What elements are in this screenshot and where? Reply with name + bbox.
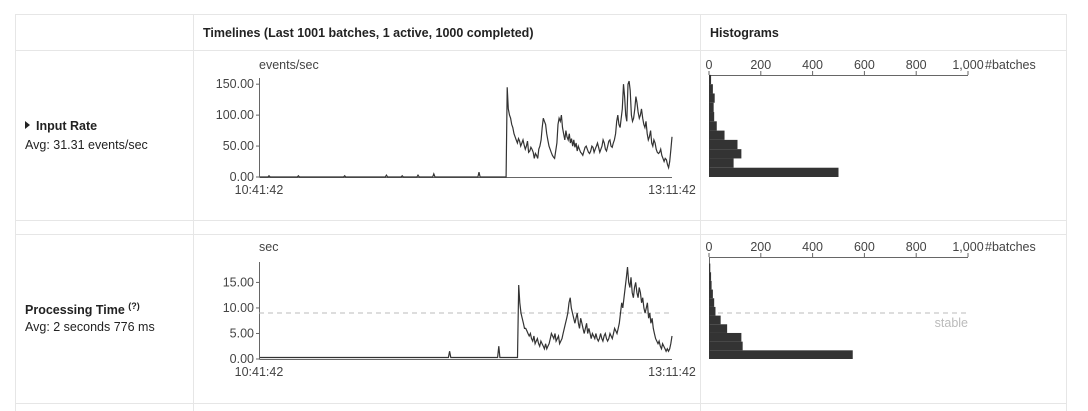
histogram-bar: [709, 332, 742, 342]
y-tick-label: 10.00: [223, 301, 254, 315]
timeline-unit-label: sec: [259, 240, 278, 254]
x-tick-label: 10:41:42: [235, 183, 284, 197]
histogram-tick-label: 400: [802, 58, 823, 72]
processing-time-title: Processing Time: [25, 303, 125, 318]
histogram-bar: [709, 112, 715, 122]
histogram-unit-label: #batches: [985, 58, 1036, 72]
histogram-tick-label: 800: [906, 240, 927, 254]
input-rate-histogram: 0 200 400 600 800 1,000 #batches: [706, 58, 1036, 177]
histogram-bar: [709, 306, 716, 316]
histogram-bar: [709, 149, 742, 159]
y-tick-label: 100.00: [216, 108, 254, 122]
histogram-tick-label: 0: [706, 58, 713, 72]
histograms-header: Histograms: [710, 26, 779, 40]
row-divider: [16, 234, 1066, 235]
column-divider: [700, 15, 701, 411]
input-rate-title: Input Rate: [36, 119, 98, 133]
histogram-tick-label: 1,000: [952, 58, 983, 72]
histogram-tick-label: 600: [854, 240, 875, 254]
y-tick-label: 5.00: [230, 326, 254, 340]
timeline-unit-label: events/sec: [259, 58, 319, 72]
histogram-tick-label: 1,000: [952, 240, 983, 254]
histogram-tick-label: 800: [906, 58, 927, 72]
timelines-header: Timelines (Last 1001 batches, 1 active, …: [203, 26, 534, 40]
histogram-bar: [709, 280, 712, 290]
expand-triangle-icon: [25, 121, 30, 129]
processing-time-help-link[interactable]: (?): [128, 301, 140, 311]
x-tick-label: 10:41:42: [235, 365, 284, 379]
histogram-bar: [709, 272, 712, 281]
histogram-bar: [709, 263, 711, 273]
histogram-bar: [709, 350, 853, 359]
histogram-bar: [709, 298, 715, 307]
histogram-bar: [709, 167, 839, 177]
histogram-bar: [709, 93, 715, 103]
histogram-bar: [709, 315, 721, 325]
y-tick-label: 0.00: [230, 170, 254, 184]
processing-time-timeline: sec 15.00 10.00 5.00 0.00 10:41:42 13:11:42: [223, 240, 696, 379]
histogram-bar: [709, 84, 713, 94]
row-divider: [16, 220, 1066, 221]
input-rate-series-line: [260, 80, 673, 178]
histogram-bar: [709, 139, 738, 150]
input-rate-avg: Avg: 31.31 events/sec: [25, 138, 148, 152]
histogram-tick-label: 200: [750, 58, 771, 72]
input-rate-timeline: events/sec 150.00 100.00 50.00 0.00 10:41:4…: [216, 58, 696, 197]
histogram-bar: [709, 289, 713, 299]
y-tick-label: 50.00: [223, 139, 254, 153]
input-rate-toggle[interactable]: Input Rate: [25, 119, 97, 133]
row-divider: [16, 50, 1066, 51]
histogram-tick-label: 0: [706, 240, 713, 254]
histogram-bar: [709, 74, 712, 85]
histogram-bar: [709, 102, 714, 113]
histogram-bar: [709, 121, 717, 131]
y-tick-label: 0.00: [230, 352, 254, 366]
histogram-bar: [709, 130, 725, 140]
histogram-unit-label: #batches: [985, 240, 1036, 254]
streaming-statistics-table: Timelines (Last 1001 batches, 1 active, …: [15, 14, 1067, 411]
row-divider: [16, 403, 1066, 404]
x-tick-label: 13:11:42: [648, 365, 696, 379]
processing-time-histogram: 0 200 400 600 800 1,000 #batches stable: [706, 240, 1036, 359]
x-tick-label: 13:11:42: [648, 183, 696, 197]
processing-time-avg: Avg: 2 seconds 776 ms: [25, 320, 155, 334]
processing-time-title-row: Processing Time (?): [25, 301, 140, 317]
histogram-bar: [709, 158, 734, 168]
histogram-tick-label: 400: [802, 240, 823, 254]
histogram-tick-label: 600: [854, 58, 875, 72]
column-divider: [193, 15, 194, 411]
y-tick-label: 15.00: [223, 275, 254, 289]
processing-time-series-line: [260, 267, 673, 359]
histogram-bar: [709, 324, 728, 333]
stable-label: stable: [935, 316, 968, 330]
histogram-bar: [709, 341, 743, 351]
histogram-tick-label: 200: [750, 240, 771, 254]
y-tick-label: 150.00: [216, 77, 254, 91]
